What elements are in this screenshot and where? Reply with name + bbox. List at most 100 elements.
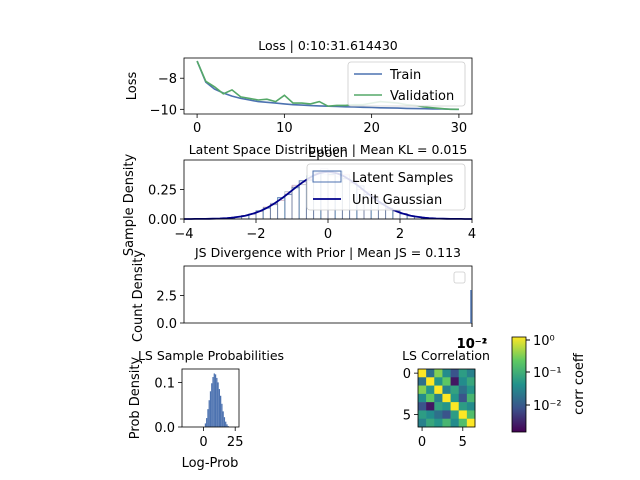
- latent-xtick-label-1: −2: [246, 227, 265, 242]
- correlation-cell: [442, 418, 451, 428]
- loss-ylabel: Loss: [125, 72, 140, 101]
- logprob-hist-bar: [221, 403, 223, 427]
- js-ylabel: Count Density: [131, 250, 146, 342]
- logprob-xtick-label-0: 0: [199, 435, 207, 450]
- latent-hist-bar: [291, 186, 300, 220]
- loss-xlabel: Epoch: [308, 146, 348, 161]
- correlation-cell: [466, 402, 476, 411]
- correlation-cell: [418, 393, 427, 403]
- colorbar: [511, 336, 527, 433]
- correlation-cell: [442, 393, 451, 403]
- correlation-cell: [466, 418, 476, 428]
- loss-axes-frame: [183, 57, 473, 115]
- correlation-cell: [418, 385, 427, 395]
- colorbar-tick-3: 10⁻²: [533, 399, 562, 414]
- correlation-cell: [458, 377, 468, 386]
- loss-xtick-label-0: 0: [193, 121, 201, 136]
- latent-xtick-label-3: 2: [396, 227, 404, 242]
- correlation-cell: [458, 393, 468, 403]
- legend-latent-samples-swatch: [312, 170, 342, 183]
- latent-hist-bar-overlay: [291, 185, 300, 220]
- loss-title: Loss | 0:10:31.614430: [258, 38, 398, 53]
- logprob-hist-bar: [204, 423, 207, 427]
- logprob-hist-bar: [226, 424, 228, 427]
- correlation-title: LS Correlation: [402, 348, 490, 363]
- loss-ytick-label-1: −10: [150, 103, 177, 118]
- logprob-hist-bar: [212, 377, 214, 427]
- legend-latent-samples-label: Latent Samples: [352, 171, 454, 186]
- latent-hist-bar-overlay: [291, 188, 300, 220]
- colorbar-tick-2: 10⁻¹: [533, 366, 562, 381]
- latent-xtick-label-4: 4: [468, 227, 476, 242]
- latent-hist-bar-overlay: [298, 184, 307, 220]
- correlation-cell: [450, 393, 460, 403]
- latent-xtick-label-2: 0: [324, 227, 332, 242]
- correlation-cell: [466, 393, 476, 403]
- correlation-cell: [434, 410, 443, 420]
- latent-hist-bar-overlay: [277, 198, 286, 220]
- logprob-hist-bar: [206, 418, 208, 427]
- correlation-cell: [450, 418, 460, 428]
- latent-legend: Latent Samples Unit Gaussian: [306, 163, 466, 211]
- correlation-ytick-label-0: 0: [403, 367, 411, 382]
- correlation-cell: [434, 418, 443, 428]
- legend-validation-label: Validation: [390, 89, 454, 104]
- loss-panel: Loss | 0:10:31.614430 Loss 0 10 20 30−8−10 …: [125, 38, 473, 136]
- logprob-hist-bar: [207, 409, 209, 427]
- latent-hist-bar-overlay: [270, 204, 278, 220]
- correlation-cell: [466, 385, 476, 395]
- correlation-cell: [442, 410, 451, 420]
- loss-ytick-label-0: −8: [158, 72, 177, 87]
- correlation-cell: [450, 402, 460, 411]
- js-axes-frame: [183, 265, 473, 324]
- correlation-cell: [442, 402, 451, 411]
- latent-ytick-label-0: 0.00: [148, 213, 177, 228]
- logprob-xlabel: Log-Prob: [182, 456, 239, 471]
- correlation-cell: [426, 393, 435, 403]
- correlation-cell: [458, 369, 468, 378]
- correlation-xtick-label-1: 5: [459, 435, 467, 450]
- js-empty-legend: [453, 271, 466, 284]
- logprob-hist-bar: [211, 383, 213, 427]
- logprob-hist-bar: [220, 395, 222, 427]
- correlation-cell: [442, 377, 451, 386]
- logprob-ylabel: Prob Density: [128, 356, 143, 439]
- correlation-ytick-label-1: 5: [403, 409, 411, 424]
- js-panel: JS Divergence with Prior | Mean JS = 0.1…: [131, 245, 487, 352]
- logprob-hist-bar: [213, 373, 215, 427]
- latent-ytick-label-1: 0.25: [148, 184, 177, 199]
- logprob-ytick-label-1: 0.1: [154, 376, 175, 391]
- loss-xtick-label-3: 30: [451, 121, 468, 136]
- correlation-cell: [426, 377, 435, 386]
- correlation-cell: [466, 369, 476, 378]
- latent-panel: Latent Space Distribution | Mean KL = 0.…: [122, 142, 476, 256]
- latent-title: Latent Space Distribution | Mean KL = 0.…: [189, 142, 468, 157]
- correlation-cell: [450, 410, 460, 420]
- correlation-cell: [426, 402, 435, 411]
- logprob-panel: LS Sample Probabilities Prob Density Log…: [128, 348, 284, 471]
- correlation-cell: [418, 369, 427, 378]
- logprob-hist-bar: [227, 426, 229, 427]
- legend-unit-gaussian-label: Unit Gaussian: [352, 193, 442, 208]
- latent-hist-bar-overlay: [277, 199, 286, 220]
- correlation-cell: [434, 385, 443, 395]
- correlation-cell: [442, 385, 451, 395]
- logprob-hist-bar: [209, 391, 212, 427]
- logprob-hist-bar: [223, 417, 226, 427]
- correlation-cell: [466, 410, 476, 420]
- correlation-cell: [434, 369, 443, 378]
- logprob-hist-bar: [217, 382, 219, 427]
- correlation-cell: [434, 393, 443, 403]
- logprob-hist-bar: [208, 400, 210, 427]
- latent-hist-bar-overlay: [277, 200, 286, 220]
- correlation-cell: [426, 369, 435, 378]
- correlation-cell: [426, 418, 435, 428]
- correlation-cell: [418, 377, 427, 386]
- logprob-axes-frame: [181, 368, 240, 428]
- logprob-hist-bar: [218, 389, 220, 427]
- latent-hist-bar-overlay: [284, 193, 293, 220]
- colorbar-ticks: 10⁰ 10⁻¹ 10⁻²: [526, 334, 562, 414]
- latent-ylabel: Sample Density: [122, 154, 137, 257]
- correlation-cell: [450, 369, 460, 378]
